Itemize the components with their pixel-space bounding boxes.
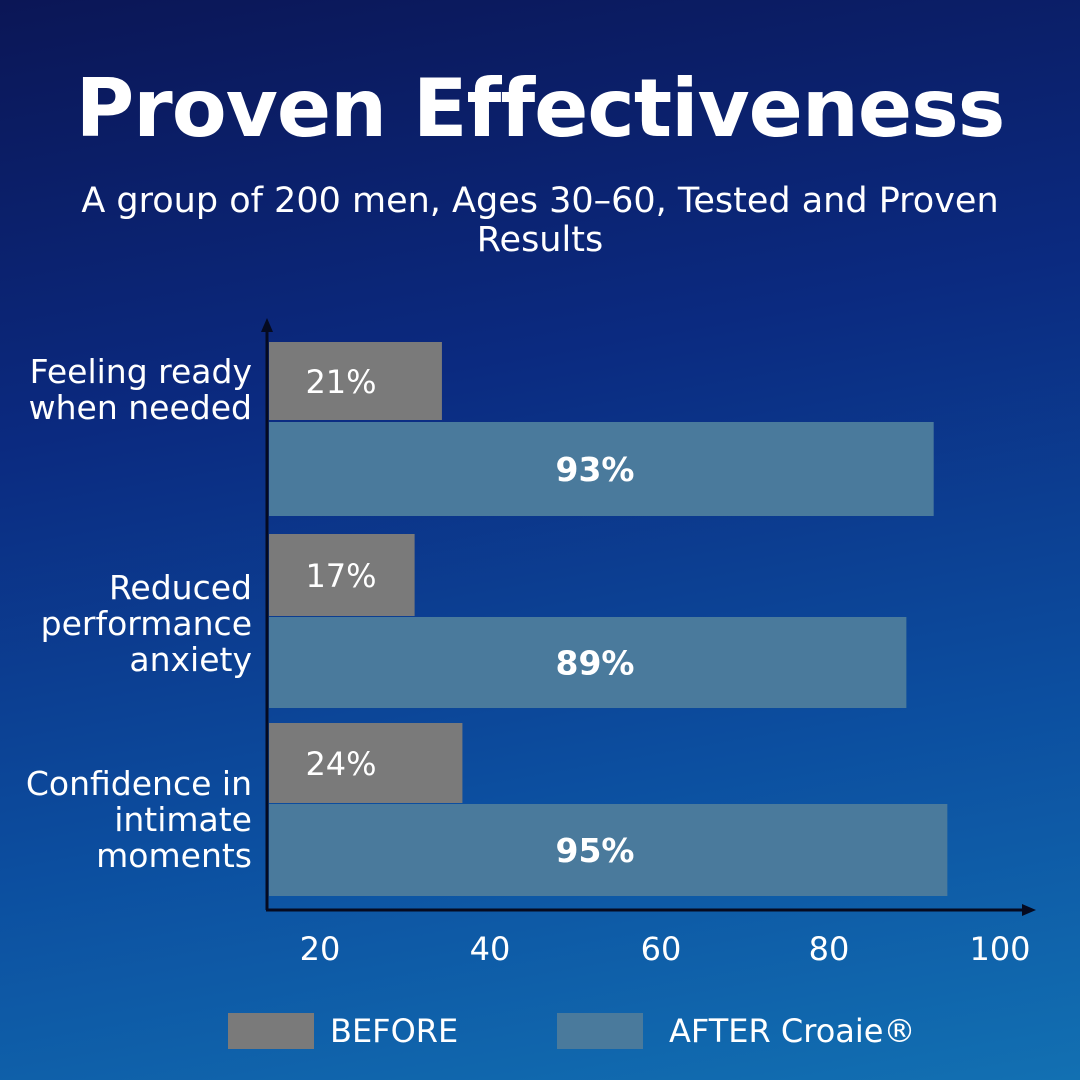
bar-before	[269, 723, 463, 803]
bar-before	[269, 342, 442, 420]
y-axis-arrow	[261, 318, 273, 332]
legend-before: BEFORE	[228, 1012, 458, 1050]
x-tick-label: 20	[299, 930, 341, 968]
legend-swatch-after	[557, 1013, 643, 1049]
data-label-after: 95%	[556, 831, 635, 870]
bar-after	[269, 422, 934, 516]
legend-label-before: BEFORE	[330, 1012, 459, 1050]
category-label: Reduced performance anxiety	[40, 568, 252, 679]
legend-after: AFTER Croaie®	[557, 1012, 915, 1050]
x-tick-label: 40	[469, 930, 511, 968]
data-label-after: 93%	[556, 450, 635, 489]
x-tick-label: 80	[808, 930, 850, 968]
category-label: Feeling ready when needed	[28, 352, 252, 427]
x-tick-label: 100	[969, 930, 1031, 968]
legend-swatch-before	[228, 1013, 314, 1049]
data-label-before: 17%	[305, 557, 376, 595]
bar-before	[269, 534, 415, 616]
chart-subtitle: A group of 200 men, Ages 30–60, Tested a…	[81, 181, 999, 260]
x-tick-label: 60	[640, 930, 682, 968]
x-axis-arrow	[1022, 904, 1036, 916]
chart-title: Proven Effectiveness	[75, 62, 1006, 155]
bar-after	[269, 617, 907, 708]
category-label: Confidence in intimate moments	[25, 764, 252, 875]
data-label-after: 89%	[556, 644, 635, 683]
data-label-before: 21%	[305, 363, 376, 401]
legend-label-after: AFTER Croaie®	[669, 1012, 916, 1050]
bar-after	[269, 804, 948, 896]
data-label-before: 24%	[305, 745, 376, 783]
